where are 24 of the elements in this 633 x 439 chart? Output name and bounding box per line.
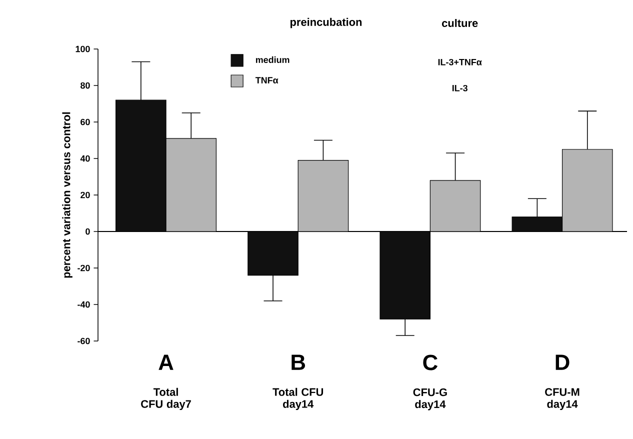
legend-label: medium: [256, 56, 290, 63]
y-tick-label: -60: [78, 338, 90, 344]
x-tick-label: A: [158, 354, 174, 370]
annotation: IL-3: [452, 84, 468, 92]
y-tick-label: 0: [86, 228, 90, 235]
y-tick-label: 40: [80, 155, 90, 162]
text: Total CFU day7: [141, 388, 191, 410]
y-axis-title: percent variation versus control: [62, 112, 72, 278]
text: Total CFU day14: [272, 388, 324, 410]
legend-label: TNFα: [255, 77, 278, 84]
legend-title: preincubation: [290, 18, 362, 28]
text: culture: [442, 18, 478, 28]
x-tick-label: C: [423, 354, 438, 370]
y-tick-label: 60: [80, 118, 90, 126]
y-tick-label: -20: [78, 264, 90, 272]
annotation: IL-3+TNFα: [438, 58, 482, 66]
y-tick-label: 100: [76, 46, 90, 52]
y-tick-label: 20: [80, 192, 90, 198]
y-tick-label: -40: [78, 301, 90, 308]
text: CFU-G day14: [413, 388, 447, 410]
y-tick-label: 80: [80, 82, 90, 89]
x-tick-label: B: [292, 354, 306, 370]
x-tick-label: D: [556, 354, 570, 370]
text: CFU-M day14: [545, 388, 580, 410]
